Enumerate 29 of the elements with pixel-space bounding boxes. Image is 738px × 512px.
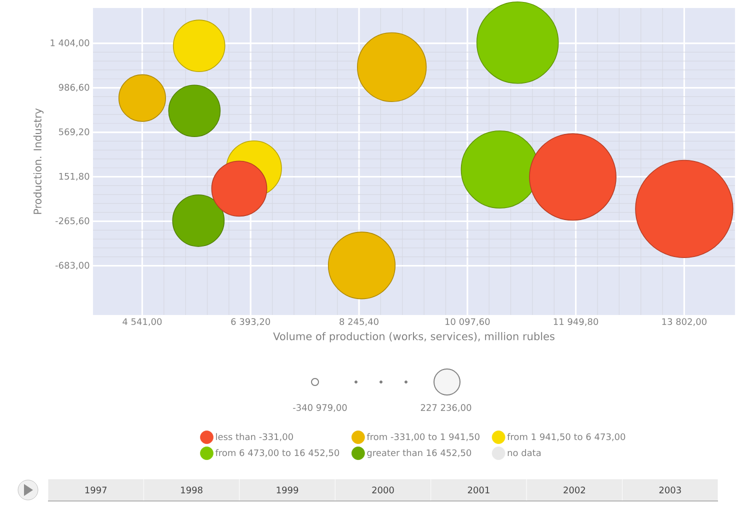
legend-label: no data <box>508 449 541 456</box>
legend-label: from 6 473,00 to 16 452,50 <box>215 449 340 458</box>
legend-label: from 1 941,50 to 6 473,00 <box>507 433 626 442</box>
x-tick-label: 10 097,60 <box>445 318 490 326</box>
x-tick-label: 6 393,20 <box>231 318 270 326</box>
text: 1999 <box>276 486 298 494</box>
y-tick-label: 986,60 <box>58 84 90 92</box>
x-axis-title: Volume of production (works, services), million rubles <box>273 332 554 342</box>
text: 2000 <box>372 486 394 494</box>
y-tick-label: 569,20 <box>59 128 90 136</box>
x-tick-label: 13 802,00 <box>662 318 706 326</box>
y-tick-label: -265,60 <box>56 217 90 226</box>
legend-label: greater than 16 452,50 <box>367 449 472 458</box>
y-tick-label: 151,80 <box>59 172 90 181</box>
text: 227 236,00 <box>420 404 472 412</box>
y-axis-title: Production. Industry <box>33 108 44 214</box>
x-tick-label: 8 245,40 <box>340 318 378 326</box>
x-tick-label: 11 949,80 <box>554 318 598 326</box>
y-tick-label: 1 404,00 <box>50 39 90 48</box>
text: 1998 <box>181 486 202 494</box>
x-tick-label: 4 541,00 <box>122 318 162 326</box>
y-tick-label: -683,00 <box>56 262 90 270</box>
legend-label: from -331,00 to 1 941,50 <box>366 433 480 442</box>
text: 2001 <box>468 486 490 494</box>
text: 2002 <box>564 486 585 494</box>
text: 2003 <box>659 486 681 494</box>
legend-label: less than -331,00 <box>216 433 293 442</box>
text: 1997 <box>85 486 107 494</box>
text: -340 979,00 <box>293 404 347 412</box>
